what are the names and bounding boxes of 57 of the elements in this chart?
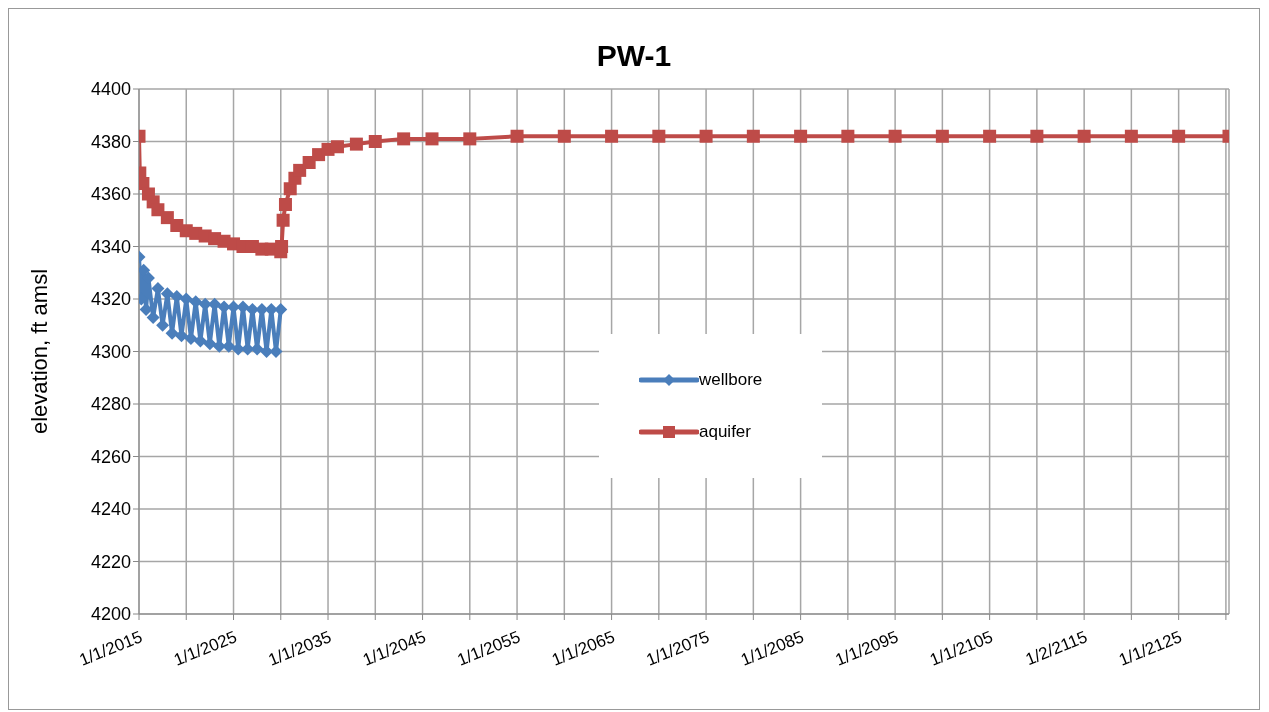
point (260, 345, 274, 358)
point (250, 342, 264, 356)
point (151, 203, 165, 217)
legend-label: wellbore (699, 369, 763, 391)
point (746, 129, 760, 143)
point (278, 198, 292, 211)
y-tick-label: 4240 (90, 499, 131, 520)
point (1077, 129, 1091, 143)
point (888, 129, 902, 143)
point (935, 129, 949, 143)
point (841, 129, 855, 143)
point (699, 129, 713, 143)
point (425, 132, 439, 146)
point (1172, 129, 1186, 143)
point (1124, 129, 1138, 143)
y-tick-label: 4220 (90, 551, 131, 572)
point (652, 129, 666, 143)
y-tick-label: 4320 (90, 289, 131, 310)
point (293, 163, 307, 177)
point (245, 303, 259, 316)
point (236, 300, 250, 314)
point (368, 135, 382, 148)
point (983, 129, 997, 143)
point (557, 129, 571, 143)
point (274, 303, 288, 316)
chart-title: PW-1 (595, 39, 673, 74)
point (231, 342, 245, 356)
y-tick-label: 4340 (90, 236, 131, 257)
point (217, 300, 231, 314)
y-axis-title: elevation, ft amsl (26, 268, 52, 435)
point (170, 289, 184, 303)
point (208, 297, 222, 311)
point (198, 297, 212, 311)
y-tick-label: 4300 (90, 341, 131, 362)
y-tick-label: 4200 (90, 604, 131, 625)
point (794, 129, 808, 143)
point (330, 140, 344, 154)
point (510, 129, 524, 143)
point (255, 303, 269, 316)
y-tick-label: 4360 (90, 184, 131, 205)
y-tick-label: 4400 (90, 79, 131, 100)
point (276, 213, 290, 227)
point (139, 303, 153, 316)
point (463, 132, 477, 146)
point (269, 345, 283, 358)
point (203, 337, 217, 351)
point (349, 137, 363, 151)
legend-label: aquifer (699, 421, 751, 443)
point (605, 129, 619, 143)
point (151, 282, 165, 295)
point (179, 292, 193, 306)
point (397, 132, 411, 146)
y-tick-label: 4260 (90, 446, 131, 467)
point (1030, 129, 1044, 143)
point (264, 303, 278, 316)
y-tick-label: 4380 (90, 131, 131, 152)
y-tick-label: 4280 (90, 394, 131, 415)
